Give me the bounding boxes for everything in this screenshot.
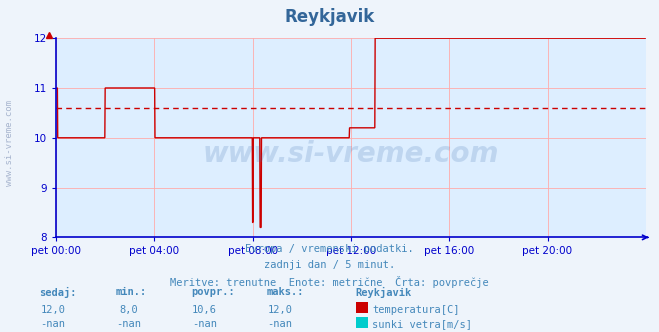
Text: -nan: -nan: [268, 319, 293, 329]
Text: sunki vetra[m/s]: sunki vetra[m/s]: [372, 319, 473, 329]
Text: Reykjavik: Reykjavik: [356, 287, 412, 298]
Text: 10,6: 10,6: [192, 305, 217, 315]
Text: Meritve: trenutne  Enote: metrične  Črta: povprečje: Meritve: trenutne Enote: metrične Črta: …: [170, 276, 489, 288]
Text: Reykjavik: Reykjavik: [285, 8, 374, 26]
Text: www.si-vreme.com: www.si-vreme.com: [203, 140, 499, 168]
Text: -nan: -nan: [192, 319, 217, 329]
Text: povpr.:: povpr.:: [191, 287, 235, 297]
Text: Evropa / vremenski podatki.: Evropa / vremenski podatki.: [245, 244, 414, 254]
Text: min.:: min.:: [115, 287, 146, 297]
Text: sedaj:: sedaj:: [40, 287, 77, 298]
Text: 12,0: 12,0: [40, 305, 65, 315]
Text: www.si-vreme.com: www.si-vreme.com: [5, 100, 14, 186]
Text: zadnji dan / 5 minut.: zadnji dan / 5 minut.: [264, 260, 395, 270]
Text: -nan: -nan: [116, 319, 141, 329]
Text: temperatura[C]: temperatura[C]: [372, 305, 460, 315]
Text: 8,0: 8,0: [119, 305, 138, 315]
Text: -nan: -nan: [40, 319, 65, 329]
Text: maks.:: maks.:: [267, 287, 304, 297]
Text: 12,0: 12,0: [268, 305, 293, 315]
